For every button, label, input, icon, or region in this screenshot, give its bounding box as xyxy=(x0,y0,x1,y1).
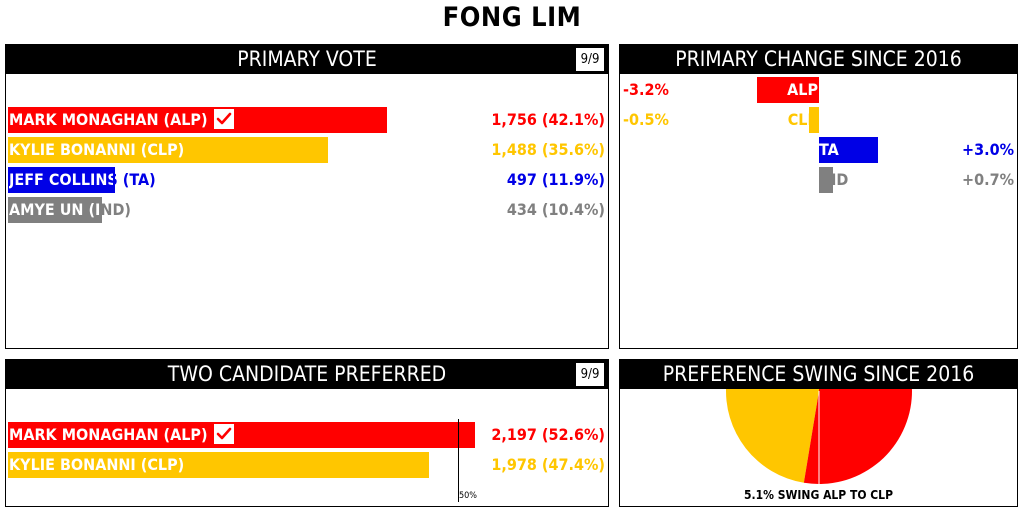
change-value: -0.5% xyxy=(623,110,669,129)
primary-change-title: PRIMARY CHANGE SINCE 2016 xyxy=(675,47,962,71)
candidate-votes: 1,978 (47.4%) xyxy=(491,455,605,474)
change-value: +3.0% xyxy=(962,140,1014,159)
change-party-label: IND xyxy=(819,170,849,189)
vote-bar-ind xyxy=(8,197,102,223)
candidate-label: KYLIE BONANNI (CLP) xyxy=(9,452,184,478)
vote-bar-ta xyxy=(8,167,115,193)
vote-bar-clp xyxy=(8,137,328,163)
candidate-label: MARK MONAGHAN (ALP) xyxy=(9,107,234,133)
change-bar-ta xyxy=(819,137,878,163)
swing-header: PREFERENCE SWING SINCE 2016 xyxy=(620,360,1017,389)
change-bar-alp xyxy=(757,77,819,103)
primary-vote-panel: PRIMARY VOTE 9/9 MARK MONAGHAN (ALP) 1,75… xyxy=(5,44,609,349)
change-bar-ind xyxy=(819,167,833,193)
candidate-votes: 1,488 (35.6%) xyxy=(491,140,605,159)
primary-vote-title: PRIMARY VOTE xyxy=(237,47,377,71)
change-party-label: ALP xyxy=(787,80,818,99)
booths-counted-badge: 9/9 xyxy=(576,48,604,71)
fifty-percent-label: 50% xyxy=(459,491,477,501)
swing-panel: PREFERENCE SWING SINCE 2016 5.1% SWING A… xyxy=(619,359,1018,507)
pie-slice-alp xyxy=(803,360,912,484)
swing-caption: 5.1% SWING ALP TO CLP xyxy=(744,488,893,502)
tcp-panel: TWO CANDIDATE PREFERRED 9/9 MARK MONAGHA… xyxy=(5,359,609,507)
candidate-label: KYLIE BONANNI (CLP) xyxy=(9,137,184,163)
tcp-title: TWO CANDIDATE PREFERRED xyxy=(167,362,447,386)
elected-check-icon xyxy=(213,424,234,444)
candidate-name: KYLIE BONANNI (CLP) xyxy=(9,140,185,159)
primary-vote-header: PRIMARY VOTE 9/9 xyxy=(6,45,608,74)
change-value: +0.7% xyxy=(962,170,1014,189)
pie-slice-clp xyxy=(726,360,819,483)
candidate-name: JEFF COLLINS (TA) xyxy=(9,170,156,189)
change-value: -3.2% xyxy=(623,80,669,99)
page-title: FONG LIM xyxy=(442,2,582,33)
candidate-name: MARK MONAGHAN (ALP) xyxy=(9,110,208,129)
candidate-votes: 2,197 (52.6%) xyxy=(491,425,605,444)
elected-check-icon xyxy=(213,109,234,129)
vote-bar-alp xyxy=(8,422,475,448)
candidate-votes: 1,756 (42.1%) xyxy=(491,110,605,129)
swing-pie-chart xyxy=(726,360,912,484)
vote-bar-alp xyxy=(8,107,387,133)
candidate-label: JEFF COLLINS (TA) xyxy=(9,167,156,193)
fifty-percent-line xyxy=(458,419,459,502)
swing-title: PREFERENCE SWING SINCE 2016 xyxy=(662,362,975,386)
tcp-header: TWO CANDIDATE PREFERRED 9/9 xyxy=(6,360,608,389)
candidate-label: AMYE UN (IND) xyxy=(9,197,131,223)
candidate-name: MARK MONAGHAN (ALP) xyxy=(9,425,208,444)
tcp-booths-counted-badge: 9/9 xyxy=(576,363,604,386)
change-bar-clp xyxy=(809,107,819,133)
change-party-label: TA xyxy=(819,140,839,159)
primary-change-panel: PRIMARY CHANGE SINCE 2016 ALP -3.2% CLP -0.… xyxy=(619,44,1018,349)
candidate-votes: 497 (11.9%) xyxy=(506,170,605,189)
change-party-label: CLP xyxy=(787,110,818,129)
candidate-label: MARK MONAGHAN (ALP) xyxy=(9,422,234,448)
primary-change-header: PRIMARY CHANGE SINCE 2016 xyxy=(620,45,1017,74)
vote-bar-clp xyxy=(8,452,429,478)
candidate-name: KYLIE BONANNI (CLP) xyxy=(9,455,185,474)
candidate-name: AMYE UN (IND) xyxy=(9,200,131,219)
candidate-votes: 434 (10.4%) xyxy=(506,200,605,219)
